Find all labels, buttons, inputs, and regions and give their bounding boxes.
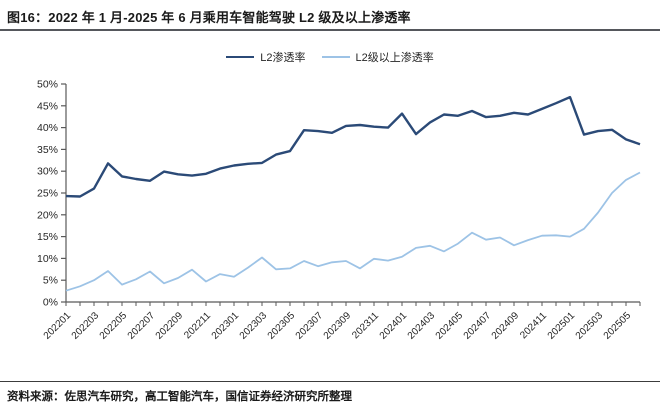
x-tick-label: 202205 [98,310,130,342]
footer-divider [0,381,660,382]
x-tick-label: 202401 [378,310,410,342]
x-tick-label: 202405 [434,310,466,342]
series-line-1 [65,95,641,198]
y-tick-label: 40% [37,122,58,134]
figure-title-text: 2022 年 1 月-2025 年 6 月乘用车智能驾驶 L2 级及以上渗透率 [48,10,411,25]
legend-item-2: L2级以上渗透率 [321,49,434,65]
legend-swatch-icon [226,56,255,58]
x-tick-label: 202309 [322,310,354,342]
y-tick-label: 10% [37,253,58,265]
y-tick-label: 35% [37,144,58,156]
y-tick-label: 20% [37,209,58,221]
x-tick-label: 202311 [350,310,381,341]
source-note: 资料来源：佐思汽车研究，高工智能汽车，国信证券经济研究所整理 [7,391,352,403]
legend-label: L2级以上渗透率 [355,52,434,64]
x-tick-label: 202211 [182,310,213,341]
x-tick-label: 202503 [574,310,606,342]
y-tick-label: 15% [37,231,58,243]
figure-title: 图16：2022 年 1 月-2025 年 6 月乘用车智能驾驶 L2 级及以上… [7,7,411,26]
x-tick-label: 202407 [462,310,494,342]
y-tick-label: 0% [43,297,58,309]
series-line-2 [65,171,641,292]
x-tick-label: 202301 [210,310,242,342]
x-tick-label: 202207 [126,310,158,342]
y-tick-label: 25% [37,188,58,200]
y-tick-label: 30% [37,166,58,178]
x-tick-label: 202505 [602,310,634,342]
x-tick-label: 202305 [266,310,298,342]
figure-number: 图16： [7,10,49,25]
x-tick-label: 202209 [154,310,186,342]
x-tick-label: 202203 [70,310,102,342]
legend-item-1: L2渗透率 [226,49,306,65]
x-tick-label: 202201 [42,310,74,342]
y-tick-label: 5% [43,275,58,287]
x-tick-label: 202409 [490,310,522,342]
title-divider [0,29,660,31]
x-tick-label: 202411 [518,310,549,341]
x-tick-label: 202303 [238,310,270,342]
y-tick-label: 50% [37,79,58,91]
legend-label: L2渗透率 [260,52,306,64]
legend-swatch-icon [321,56,350,58]
x-tick-label: 202307 [294,310,326,342]
chart-legend: L2渗透率 L2级以上渗透率 [0,49,660,65]
y-tick-label: 45% [37,100,58,112]
x-tick-label: 202403 [406,310,438,342]
x-tick-label: 202501 [546,310,578,342]
